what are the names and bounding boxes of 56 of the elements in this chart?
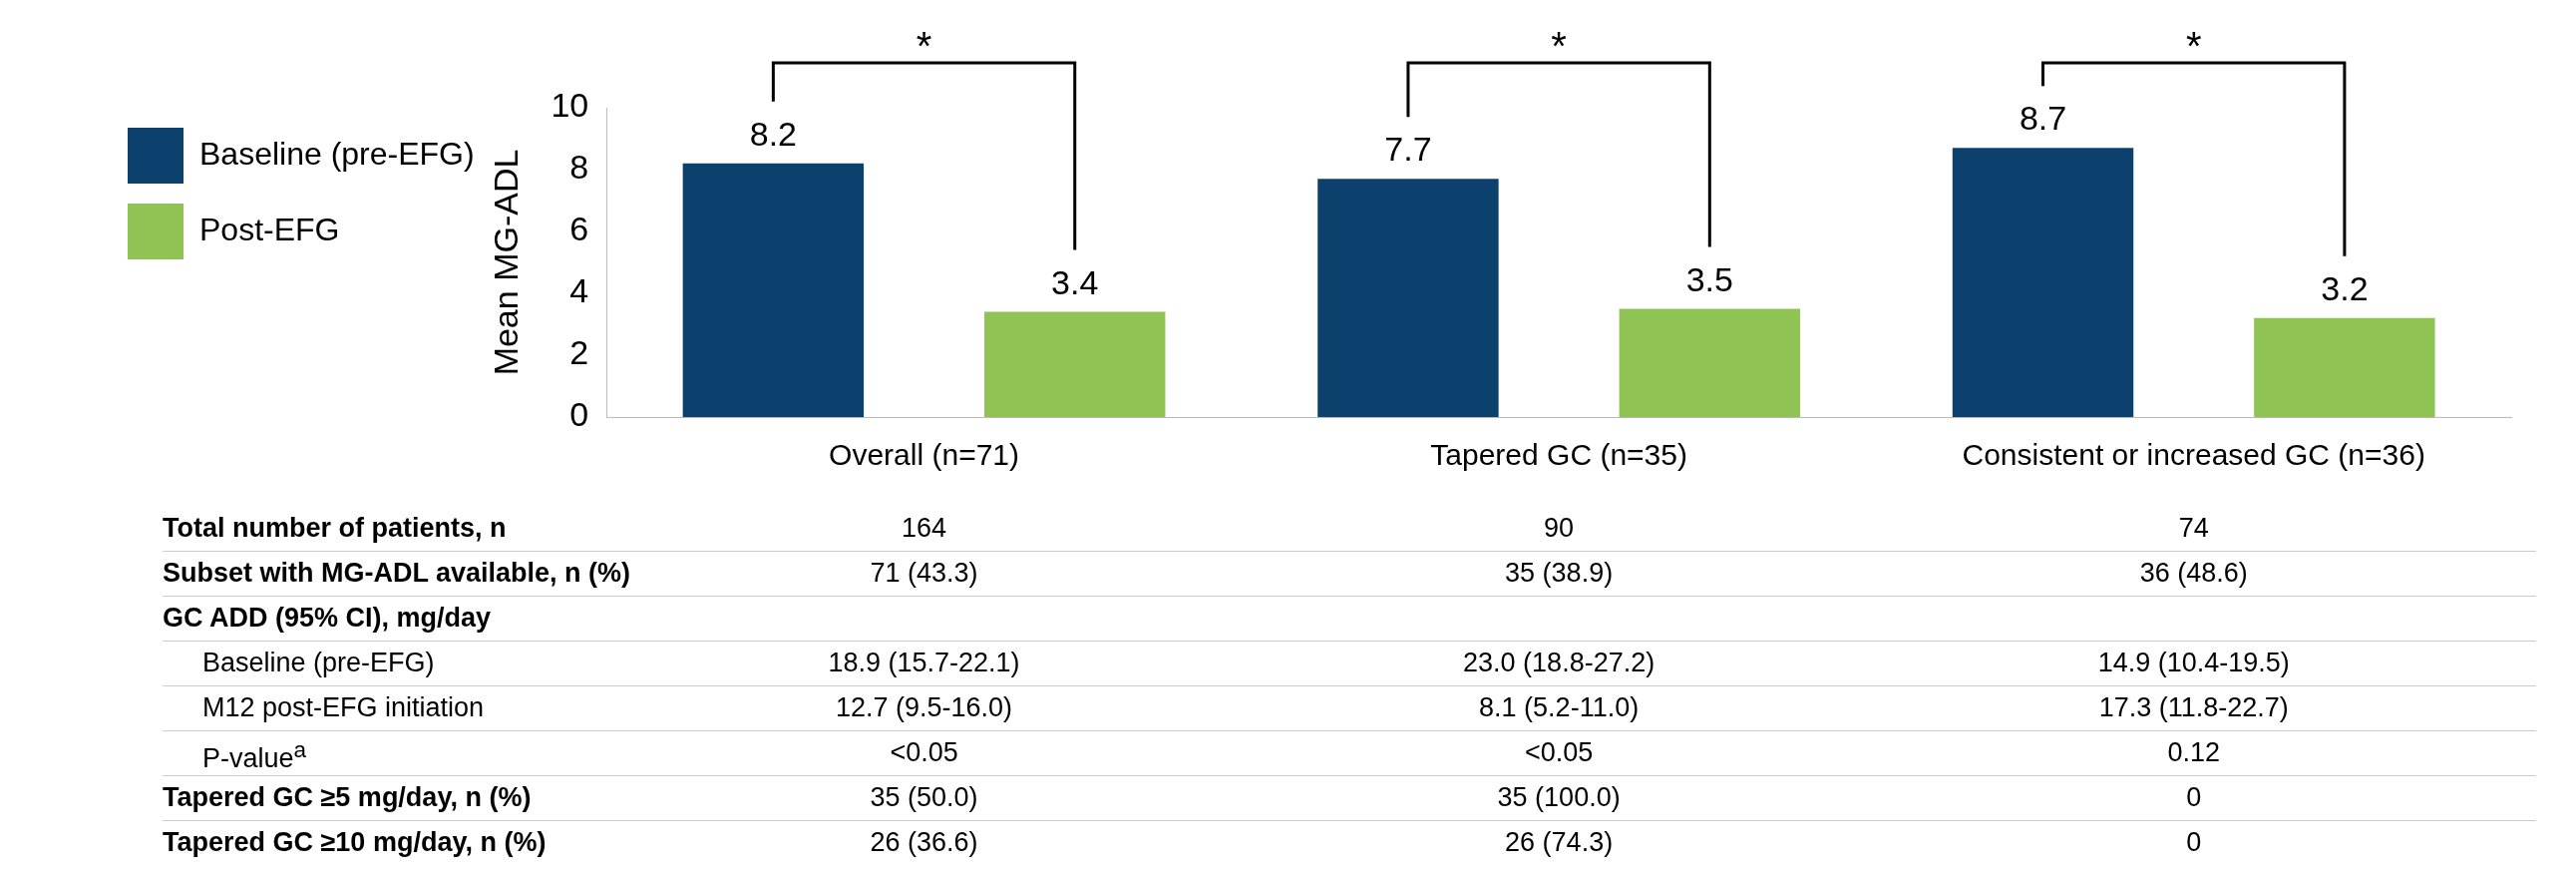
text: 26 (36.6) (869, 827, 979, 858)
text: 18.9 (15.7-22.1) (827, 648, 1021, 678)
text: 0 (2185, 827, 2203, 858)
y-tick-label: 0 (569, 395, 589, 434)
bar (1952, 148, 2134, 417)
text: 74 (2177, 513, 2210, 544)
text: * (916, 24, 932, 69)
data-label: 7.7 (1384, 130, 1432, 169)
x-tick-label: Overall (n=71) (829, 438, 1020, 472)
y-tick-label: 10 (551, 86, 589, 125)
text: <0.05 (1523, 737, 1595, 768)
text: 164 (901, 513, 948, 544)
text: 35 (38.9) (1504, 558, 1615, 589)
text: 71 (43.3) (869, 558, 979, 589)
text: 26 (74.3) (1504, 827, 1615, 858)
bar (984, 311, 1166, 417)
text: GC ADD (95% CI), mg/day (163, 603, 492, 634)
text: 0 (2185, 782, 2203, 813)
text: M12 post-EFG initiation (202, 692, 485, 723)
data-label: 3.4 (1051, 262, 1099, 301)
legend-label: Post-EFG (199, 211, 340, 247)
text: 23.0 (18.8-27.2) (1462, 648, 1656, 678)
data-label: 3.5 (1685, 259, 1733, 298)
text: Tapered GC ≥10 mg/day, n (%) (163, 827, 547, 858)
text: 35 (100.0) (1496, 782, 1622, 813)
bar (2254, 317, 2435, 417)
bar (1619, 308, 1801, 417)
text: Total number of patients, n (163, 513, 507, 544)
text: Subset with MG-ADL available, n (%) (163, 558, 631, 589)
text: 36 (48.6) (2138, 558, 2249, 589)
data-label: 3.2 (2321, 268, 2369, 307)
x-tick-label: Tapered GC (n=35) (1430, 438, 1687, 472)
x-tick-label: Consistent or increased GC (n=36) (1962, 438, 2425, 472)
y-tick-label: 8 (569, 148, 589, 187)
text: 0.12 (2166, 737, 2221, 768)
text: 35 (50.0) (869, 782, 979, 813)
text: P-value$^{a}$ (202, 737, 307, 774)
y-axis-title: Mean MG-ADL (487, 149, 526, 376)
y-tick-label: 6 (569, 210, 589, 248)
text: 17.3 (11.8-22.7) (2097, 692, 2290, 723)
y-tick-label: 4 (569, 271, 589, 310)
text: <0.05 (889, 737, 959, 768)
text: Tapered GC ≥5 mg/day, n (%) (163, 782, 532, 813)
bar (1317, 179, 1499, 417)
bar (682, 163, 865, 417)
text: Baseline (pre-EFG) (202, 648, 435, 678)
text: 90 (1543, 513, 1576, 544)
text: 8.1 (5.2-11.0) (1478, 692, 1641, 723)
data-label: 8.2 (749, 114, 797, 153)
legend-label: Baseline (pre-EFG) (199, 135, 475, 172)
text: 12.7 (9.5-16.0) (835, 692, 1014, 723)
text: * (2185, 24, 2202, 69)
y-tick-label: 2 (569, 333, 589, 372)
text: 14.9 (10.4-19.5) (2096, 648, 2291, 678)
data-label: 8.7 (2019, 99, 2067, 138)
text: * (1551, 24, 1567, 69)
